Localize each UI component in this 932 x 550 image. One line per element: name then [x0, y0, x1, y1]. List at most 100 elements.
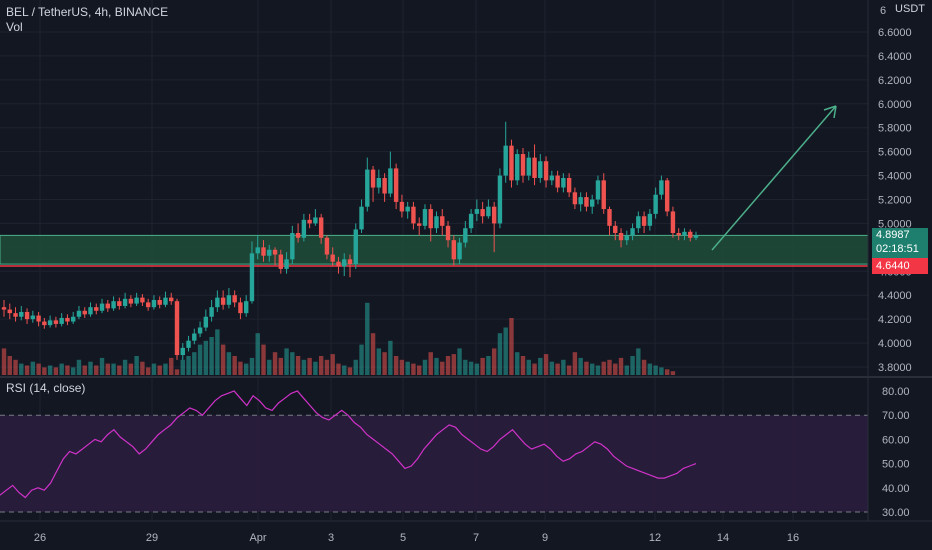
volume-bar [244, 363, 249, 375]
rsi-label[interactable]: RSI (14, close) [6, 381, 86, 395]
candle-body [497, 175, 503, 224]
candle-body [491, 206, 497, 224]
volume-bar [36, 363, 41, 375]
volume-bar [532, 363, 537, 375]
candle-body [307, 219, 312, 224]
volume-bar [440, 361, 445, 375]
candle-body [145, 302, 151, 308]
candle-body [636, 216, 641, 229]
candle-body [641, 216, 647, 226]
symbol-title[interactable]: BEL / TetherUS, 4h, BINANCE [6, 5, 169, 19]
candle-body [572, 192, 578, 205]
candle-body [192, 333, 197, 341]
candle-body [566, 177, 572, 193]
volume-bar [342, 365, 347, 375]
volume-bar [163, 363, 168, 375]
volume-bar [134, 356, 139, 375]
candle-body [134, 297, 139, 304]
price-tick-label: 4.2000 [878, 314, 912, 326]
candle-body [232, 295, 237, 303]
candle-body [59, 317, 64, 324]
volume-bar [480, 357, 485, 375]
candle-body [65, 317, 70, 322]
volume-bar [370, 333, 376, 375]
price-tick-label: 6.2000 [878, 75, 912, 87]
candle-body [503, 145, 508, 176]
candle-body [417, 223, 422, 226]
volume-bar [53, 367, 59, 375]
candle-body [30, 315, 36, 320]
time-tick-label: 14 [717, 532, 729, 544]
volume-bar [520, 356, 526, 375]
volume-bar [538, 357, 543, 375]
volume-bar [180, 359, 185, 375]
candle-body [526, 157, 531, 176]
candle-body [405, 206, 410, 212]
last-price-value: 4.8987 [876, 229, 910, 241]
volume-bar [117, 365, 122, 375]
candle-body [163, 297, 168, 305]
currency-label[interactable]: USDT [895, 3, 925, 15]
candle-body [468, 213, 474, 229]
candle-body [647, 213, 653, 226]
candle-body [440, 216, 445, 226]
volume-bar [399, 359, 405, 375]
candle-body [509, 145, 514, 181]
volume-label: Vol [6, 20, 23, 34]
price-tick-label-partial: 6 [880, 5, 886, 17]
candle-body [278, 254, 283, 269]
candle-body [555, 175, 560, 188]
price-tick-label: 5.8000 [878, 123, 912, 135]
candle-body [359, 206, 364, 230]
volume-bar [140, 361, 145, 375]
volume-bar [30, 361, 36, 375]
time-tick-label: 26 [34, 532, 46, 544]
last-price-tag: 4.8987 02:18:51 [872, 228, 928, 258]
candle-body [244, 301, 249, 314]
candle-body [209, 307, 214, 317]
countdown-value: 02:18:51 [876, 243, 919, 255]
price-tick-label: 5.0000 [878, 218, 912, 230]
candle-body [186, 340, 191, 348]
volume-bar [422, 359, 428, 375]
volume-bar [595, 365, 601, 375]
volume-bar [376, 348, 382, 375]
candle-body [53, 320, 59, 324]
candle-body [463, 228, 468, 243]
candle-body [601, 180, 606, 210]
price-tick-label: 5.4000 [878, 171, 912, 183]
candle-body [128, 298, 134, 304]
time-tick-label: Apr [249, 532, 266, 544]
volume-bar [618, 357, 624, 375]
candle-body [451, 240, 456, 260]
volume-bar [434, 357, 439, 375]
volume-bar [186, 356, 191, 375]
candle-body [1, 307, 7, 310]
volume-bar [613, 363, 618, 375]
volume-bar [82, 365, 87, 375]
volume-bar [65, 365, 70, 375]
candle-body [215, 297, 220, 308]
candle-body [301, 219, 307, 238]
candle-body [238, 302, 243, 314]
candle-body [174, 301, 180, 356]
candle-body [445, 225, 451, 241]
candle-body [388, 168, 393, 194]
candle-body [561, 177, 566, 188]
candle-body [336, 261, 341, 267]
candle-body [486, 206, 491, 217]
candle-body [376, 177, 382, 188]
volume-bar [94, 365, 99, 375]
candle-body [290, 233, 295, 260]
volume-bar [76, 359, 82, 375]
price-tick-label: 5.6000 [878, 147, 912, 159]
volume-bar [220, 344, 226, 375]
volume-bar [59, 363, 64, 375]
candle-body [76, 310, 82, 317]
candle-body [595, 180, 601, 200]
volume-bar [238, 361, 243, 375]
candle-body [267, 249, 272, 256]
rsi-tick-label: 60.00 [882, 434, 910, 446]
candle-body [203, 316, 209, 328]
